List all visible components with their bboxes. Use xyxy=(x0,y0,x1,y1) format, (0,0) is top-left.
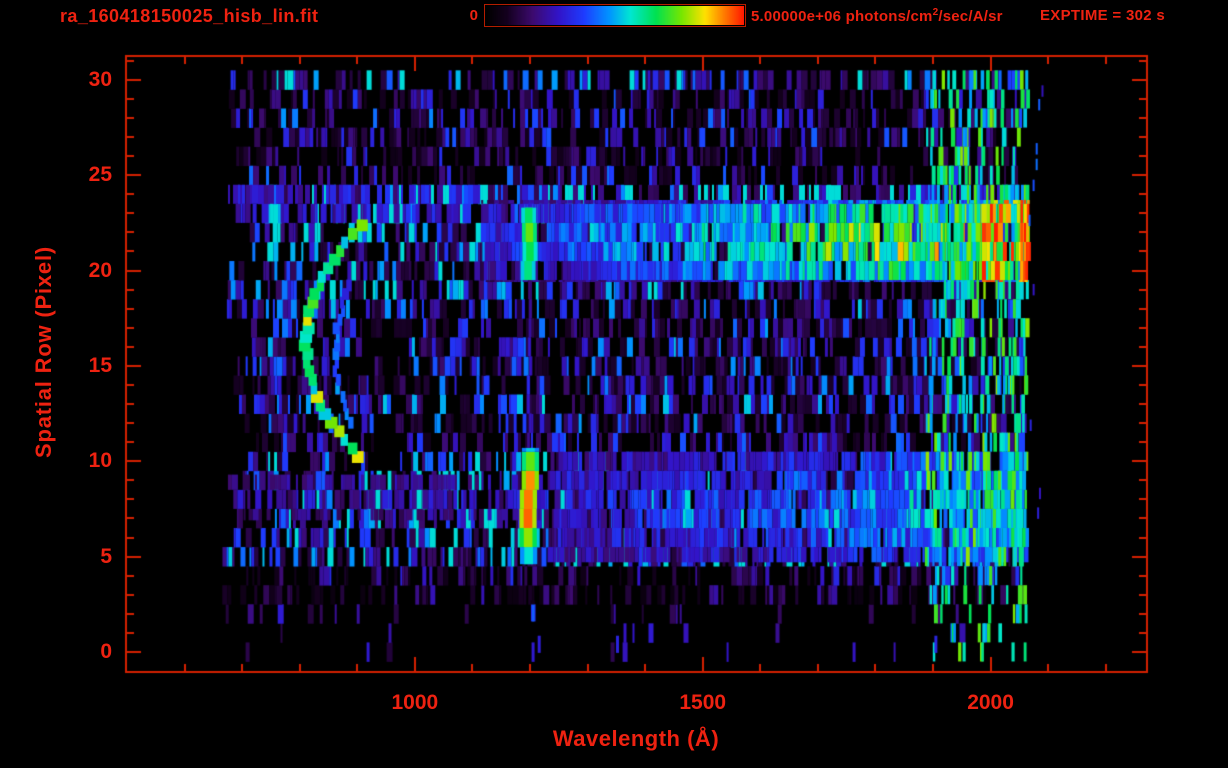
colorbar-units-post: /sec/A/sr xyxy=(938,8,1003,25)
x-axis-title: Wavelength (Å) xyxy=(552,726,720,751)
x-tick-label: 2000 xyxy=(967,691,1014,714)
colorbar-min-label: 0 xyxy=(469,7,478,24)
x-tick-label: 1500 xyxy=(679,691,727,714)
file-title: ra_160418150025_hisb_lin.fit xyxy=(60,6,319,26)
y-tick-label: 0 xyxy=(100,639,112,663)
y-tick-label: 10 xyxy=(88,449,112,473)
y-tick-label: 15 xyxy=(88,353,112,377)
y-tick-label: 20 xyxy=(88,258,112,282)
colorbar-units-sup: 2 xyxy=(932,7,939,18)
colorbar xyxy=(484,4,746,27)
colorbar-units-pre: 5.00000e+06 photons/cm xyxy=(751,8,933,25)
colorbar-max-label: 5.00000e+06 photons/cm2/sec/A/sr xyxy=(751,7,1003,25)
x-tick-label: 1000 xyxy=(391,691,439,714)
y-tick-label: 25 xyxy=(88,163,112,187)
colorbar-gradient xyxy=(486,6,744,25)
exptime-label: EXPTIME = 302 s xyxy=(1040,7,1165,24)
y-tick-label: 30 xyxy=(88,67,112,91)
y-tick-label: 5 xyxy=(100,544,112,568)
